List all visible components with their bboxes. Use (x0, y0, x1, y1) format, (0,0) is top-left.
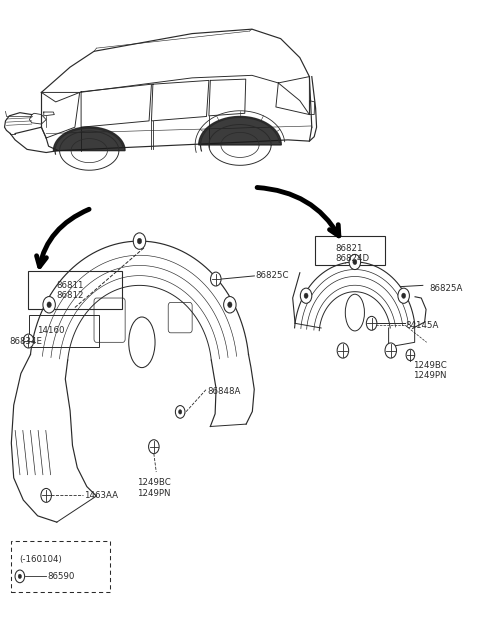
Circle shape (300, 288, 312, 303)
Circle shape (133, 233, 146, 249)
Text: 1249BC
1249PN: 1249BC 1249PN (413, 361, 447, 380)
Polygon shape (53, 127, 125, 151)
Circle shape (175, 406, 185, 418)
Circle shape (337, 343, 348, 358)
Circle shape (43, 297, 55, 313)
Circle shape (15, 570, 24, 583)
Text: (-160104): (-160104) (19, 555, 61, 564)
Text: 86590: 86590 (48, 572, 75, 581)
Circle shape (18, 574, 22, 579)
Circle shape (366, 316, 377, 330)
Text: 84145A: 84145A (405, 321, 439, 330)
Text: 1249BC
1249PN: 1249BC 1249PN (137, 478, 171, 498)
Text: 14160: 14160 (36, 327, 64, 335)
Circle shape (228, 302, 232, 307)
Circle shape (406, 349, 415, 361)
Circle shape (349, 254, 360, 269)
Circle shape (179, 410, 182, 414)
Text: 86834E: 86834E (9, 337, 42, 346)
Circle shape (41, 488, 51, 502)
Circle shape (149, 440, 159, 454)
Text: 1463AA: 1463AA (84, 491, 119, 500)
Circle shape (137, 238, 142, 244)
Text: 86811
86812: 86811 86812 (56, 281, 84, 300)
Circle shape (304, 293, 308, 299)
Circle shape (402, 293, 406, 299)
Circle shape (47, 302, 51, 307)
Text: 86825A: 86825A (429, 284, 462, 293)
Circle shape (398, 288, 409, 303)
Text: 86821
86824D: 86821 86824D (336, 244, 370, 264)
Circle shape (211, 272, 221, 286)
Text: 86848A: 86848A (207, 387, 241, 396)
Circle shape (385, 343, 396, 358)
Circle shape (353, 259, 357, 264)
Circle shape (224, 297, 236, 313)
Polygon shape (199, 117, 281, 145)
Circle shape (23, 334, 34, 348)
Text: 86825C: 86825C (255, 271, 289, 280)
